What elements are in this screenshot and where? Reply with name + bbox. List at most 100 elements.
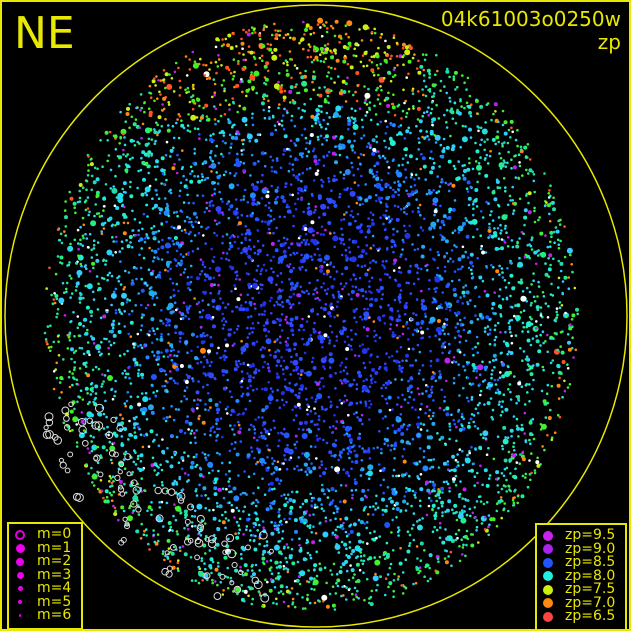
star-point — [285, 72, 290, 77]
star-point — [364, 114, 368, 117]
star-point — [74, 349, 78, 353]
star-point — [328, 503, 332, 506]
star-point — [405, 490, 408, 494]
star-point — [165, 140, 169, 144]
star-point — [377, 316, 381, 320]
star-point — [341, 233, 344, 236]
star-point — [283, 107, 286, 111]
star-point — [315, 434, 319, 438]
star-point — [237, 474, 240, 477]
star-point — [196, 398, 200, 401]
star-point — [183, 509, 188, 514]
star-point — [467, 469, 471, 473]
star-point — [395, 416, 400, 420]
star-point — [152, 529, 155, 532]
star-point — [423, 549, 426, 552]
star-point — [493, 291, 497, 294]
star-point — [323, 99, 328, 104]
star-point — [269, 209, 273, 212]
star-point — [330, 189, 333, 192]
star-point — [450, 147, 455, 152]
star-point — [350, 144, 355, 149]
star-point — [454, 484, 458, 487]
star-point — [559, 331, 563, 334]
star-point — [438, 521, 442, 525]
star-point — [513, 475, 518, 480]
star-point — [292, 286, 297, 291]
star-point — [166, 416, 169, 419]
star-point — [508, 460, 512, 463]
star-point — [474, 515, 477, 519]
star-point — [292, 36, 296, 41]
star-point — [465, 101, 469, 105]
star-point — [456, 311, 461, 315]
star-point — [121, 187, 124, 191]
star-point — [444, 357, 451, 364]
star-point — [571, 336, 574, 340]
star-point — [266, 69, 270, 73]
star-point — [398, 300, 402, 304]
star-point — [155, 296, 159, 300]
star-point — [448, 96, 452, 100]
star-point — [389, 123, 393, 126]
star-point — [261, 365, 265, 369]
star-point — [221, 241, 224, 245]
star-point — [371, 138, 376, 143]
star-point — [82, 296, 85, 300]
star-point — [280, 195, 285, 200]
star-point — [249, 327, 253, 330]
star-point — [490, 376, 493, 380]
star-point — [426, 579, 430, 583]
star-point — [368, 556, 373, 561]
star-point — [273, 521, 277, 525]
star-point — [289, 253, 293, 257]
star-point — [312, 466, 317, 471]
star-point — [489, 397, 493, 400]
star-point — [550, 436, 554, 440]
star-point — [444, 239, 449, 244]
star-point — [476, 228, 479, 231]
star-point — [102, 196, 107, 201]
star-point — [454, 458, 458, 462]
star-point — [272, 601, 275, 605]
star-point — [172, 418, 176, 422]
star-point — [271, 320, 276, 325]
star-point — [509, 390, 512, 394]
star-point — [213, 430, 216, 434]
star-point — [383, 508, 388, 513]
star-point — [417, 277, 420, 281]
star-point — [437, 466, 441, 469]
star-point — [343, 394, 347, 398]
star-point — [333, 245, 337, 249]
star-point — [190, 95, 193, 99]
star-point — [390, 531, 393, 534]
star-point — [470, 543, 475, 548]
star-point — [100, 232, 104, 236]
star-point — [470, 398, 474, 401]
star-point — [471, 264, 475, 268]
star-point — [237, 532, 240, 535]
star-point — [448, 490, 451, 493]
star-point — [391, 424, 395, 427]
star-point — [153, 438, 156, 442]
star-point — [367, 195, 372, 200]
star-point — [188, 217, 192, 220]
star-point — [203, 433, 207, 436]
star-point — [282, 600, 286, 604]
star-point — [321, 407, 324, 411]
star-point — [92, 266, 95, 270]
star-point — [220, 319, 224, 323]
star-point — [58, 297, 65, 304]
star-point — [162, 96, 167, 101]
star-point — [165, 324, 168, 327]
star-point — [439, 303, 443, 306]
star-point — [256, 447, 259, 450]
star-point — [259, 348, 263, 352]
star-point — [244, 232, 248, 236]
star-point — [161, 385, 164, 388]
star-point — [356, 167, 360, 171]
star-point — [463, 81, 466, 84]
star-point — [102, 209, 105, 212]
star-point — [257, 369, 261, 372]
star-point — [386, 247, 389, 250]
